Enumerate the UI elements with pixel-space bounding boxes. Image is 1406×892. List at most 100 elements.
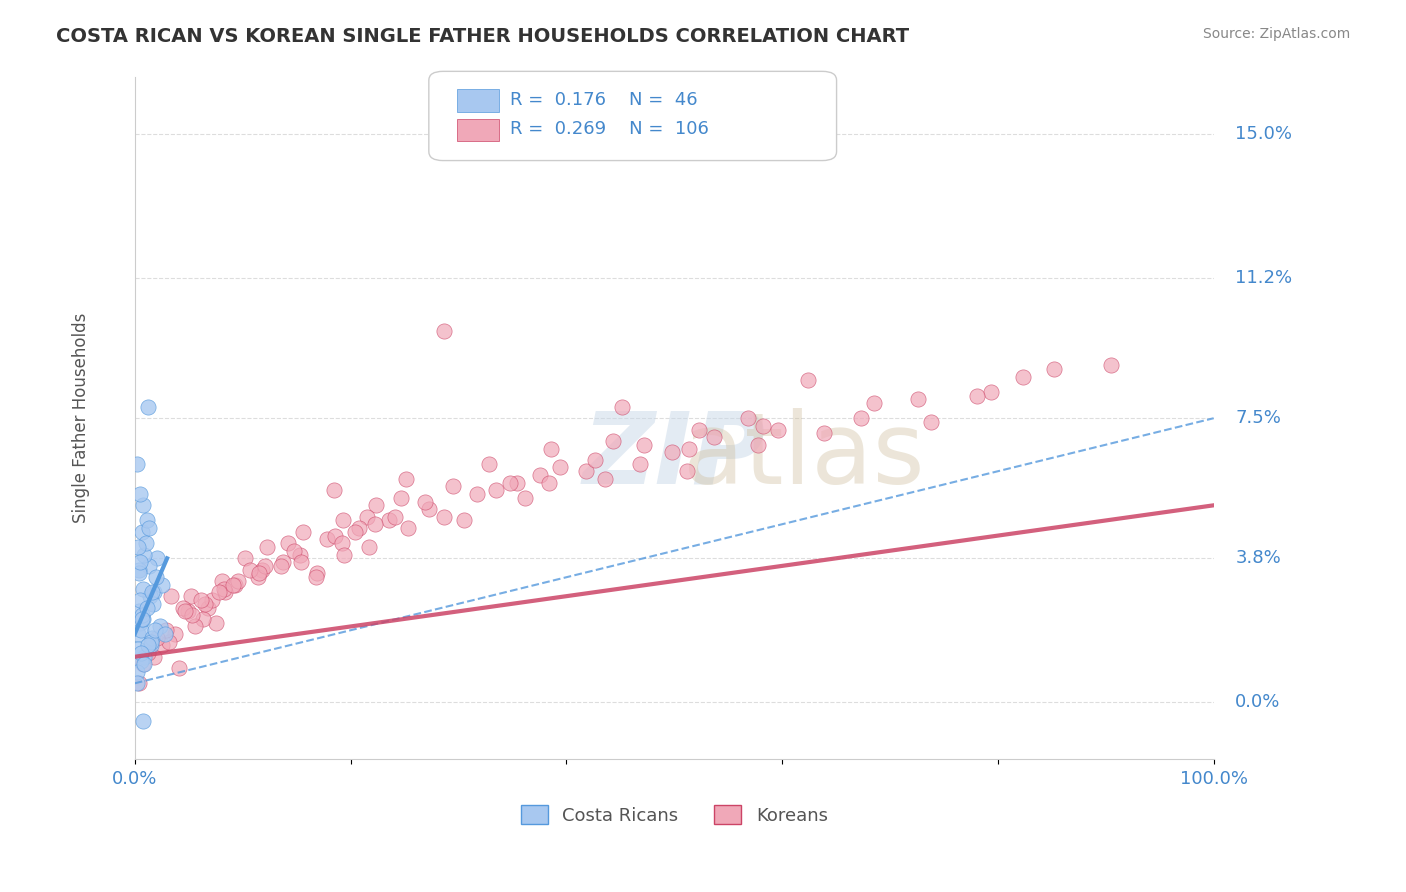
Text: 0.0%: 0.0% (112, 771, 157, 789)
Koreans (290, 555, 312, 569)
Text: R =  0.176    N =  46: R = 0.176 N = 46 (510, 91, 697, 109)
Koreans (678, 442, 700, 456)
Koreans (288, 548, 311, 562)
Koreans (907, 392, 929, 407)
Koreans (246, 570, 269, 584)
Koreans (529, 468, 551, 483)
Koreans (190, 593, 212, 607)
Koreans (980, 384, 1002, 399)
Koreans (277, 536, 299, 550)
Koreans (628, 457, 651, 471)
Costa Ricans (134, 649, 156, 664)
Text: 3.8%: 3.8% (1236, 549, 1281, 567)
Costa Ricans (139, 639, 162, 653)
Costa Ricans (134, 536, 156, 550)
Text: R =  0.269    N =  106: R = 0.269 N = 106 (510, 120, 709, 138)
Costa Ricans (125, 676, 148, 690)
Text: 0.0%: 0.0% (1236, 693, 1281, 711)
Koreans (612, 400, 634, 414)
Koreans (849, 411, 872, 425)
Koreans (920, 415, 942, 429)
Costa Ricans (143, 624, 166, 638)
Koreans (176, 604, 198, 618)
Costa Ricans (136, 639, 159, 653)
Costa Ricans (143, 585, 166, 599)
Koreans (315, 533, 337, 547)
Koreans (323, 483, 346, 498)
Koreans (256, 540, 278, 554)
Costa Ricans (129, 624, 152, 638)
Koreans (737, 411, 759, 425)
Koreans (1099, 358, 1122, 372)
Koreans (167, 661, 190, 675)
Koreans (180, 589, 202, 603)
Koreans (537, 475, 560, 490)
Koreans (271, 555, 294, 569)
Costa Ricans (134, 657, 156, 672)
Koreans (661, 445, 683, 459)
Koreans (966, 388, 988, 402)
Costa Ricans (129, 646, 152, 660)
Koreans (602, 434, 624, 448)
Koreans (222, 578, 245, 592)
Koreans (548, 460, 571, 475)
Koreans (347, 521, 370, 535)
Koreans (157, 634, 180, 648)
Costa Ricans (129, 487, 152, 501)
Costa Ricans (132, 612, 155, 626)
Costa Ricans (129, 555, 152, 569)
Koreans (307, 566, 329, 581)
Koreans (160, 589, 183, 603)
Koreans (418, 502, 440, 516)
Koreans (1043, 362, 1066, 376)
Koreans (292, 524, 315, 539)
Koreans (247, 566, 270, 581)
Costa Ricans (132, 714, 155, 728)
Costa Ricans (141, 585, 163, 599)
Koreans (163, 627, 186, 641)
Koreans (208, 585, 231, 599)
Koreans (184, 619, 207, 633)
Koreans (174, 604, 197, 618)
Koreans (250, 563, 273, 577)
Koreans (433, 324, 456, 338)
Koreans (688, 423, 710, 437)
Costa Ricans (135, 513, 157, 527)
Costa Ricans (148, 619, 170, 633)
Koreans (333, 548, 356, 562)
Koreans (270, 558, 292, 573)
Costa Ricans (129, 615, 152, 630)
Koreans (813, 426, 835, 441)
Koreans (180, 608, 202, 623)
Koreans (540, 442, 562, 456)
Koreans (499, 475, 522, 490)
Koreans (325, 528, 347, 542)
Costa Ricans (127, 627, 149, 641)
Costa Ricans (129, 593, 152, 607)
Text: 15.0%: 15.0% (1236, 125, 1292, 144)
Koreans (239, 563, 262, 577)
Koreans (766, 423, 789, 437)
Costa Ricans (131, 524, 153, 539)
Costa Ricans (131, 608, 153, 623)
Koreans (378, 513, 401, 527)
Koreans (633, 438, 655, 452)
Koreans (226, 574, 249, 588)
Costa Ricans (132, 582, 155, 596)
Text: COSTA RICAN VS KOREAN SINGLE FATHER HOUSEHOLDS CORRELATION CHART: COSTA RICAN VS KOREAN SINGLE FATHER HOUS… (56, 27, 910, 45)
Costa Ricans (141, 631, 163, 645)
Koreans (136, 646, 159, 660)
Koreans (465, 487, 488, 501)
Koreans (396, 521, 419, 535)
Koreans (343, 524, 366, 539)
Koreans (330, 536, 353, 550)
Koreans (283, 543, 305, 558)
Legend: Costa Ricans, Koreans: Costa Ricans, Koreans (513, 798, 835, 831)
Text: 100.0%: 100.0% (1180, 771, 1247, 789)
Koreans (389, 491, 412, 505)
Koreans (413, 494, 436, 508)
Koreans (150, 639, 173, 653)
Costa Ricans (139, 589, 162, 603)
Costa Ricans (125, 457, 148, 471)
Koreans (751, 418, 773, 433)
